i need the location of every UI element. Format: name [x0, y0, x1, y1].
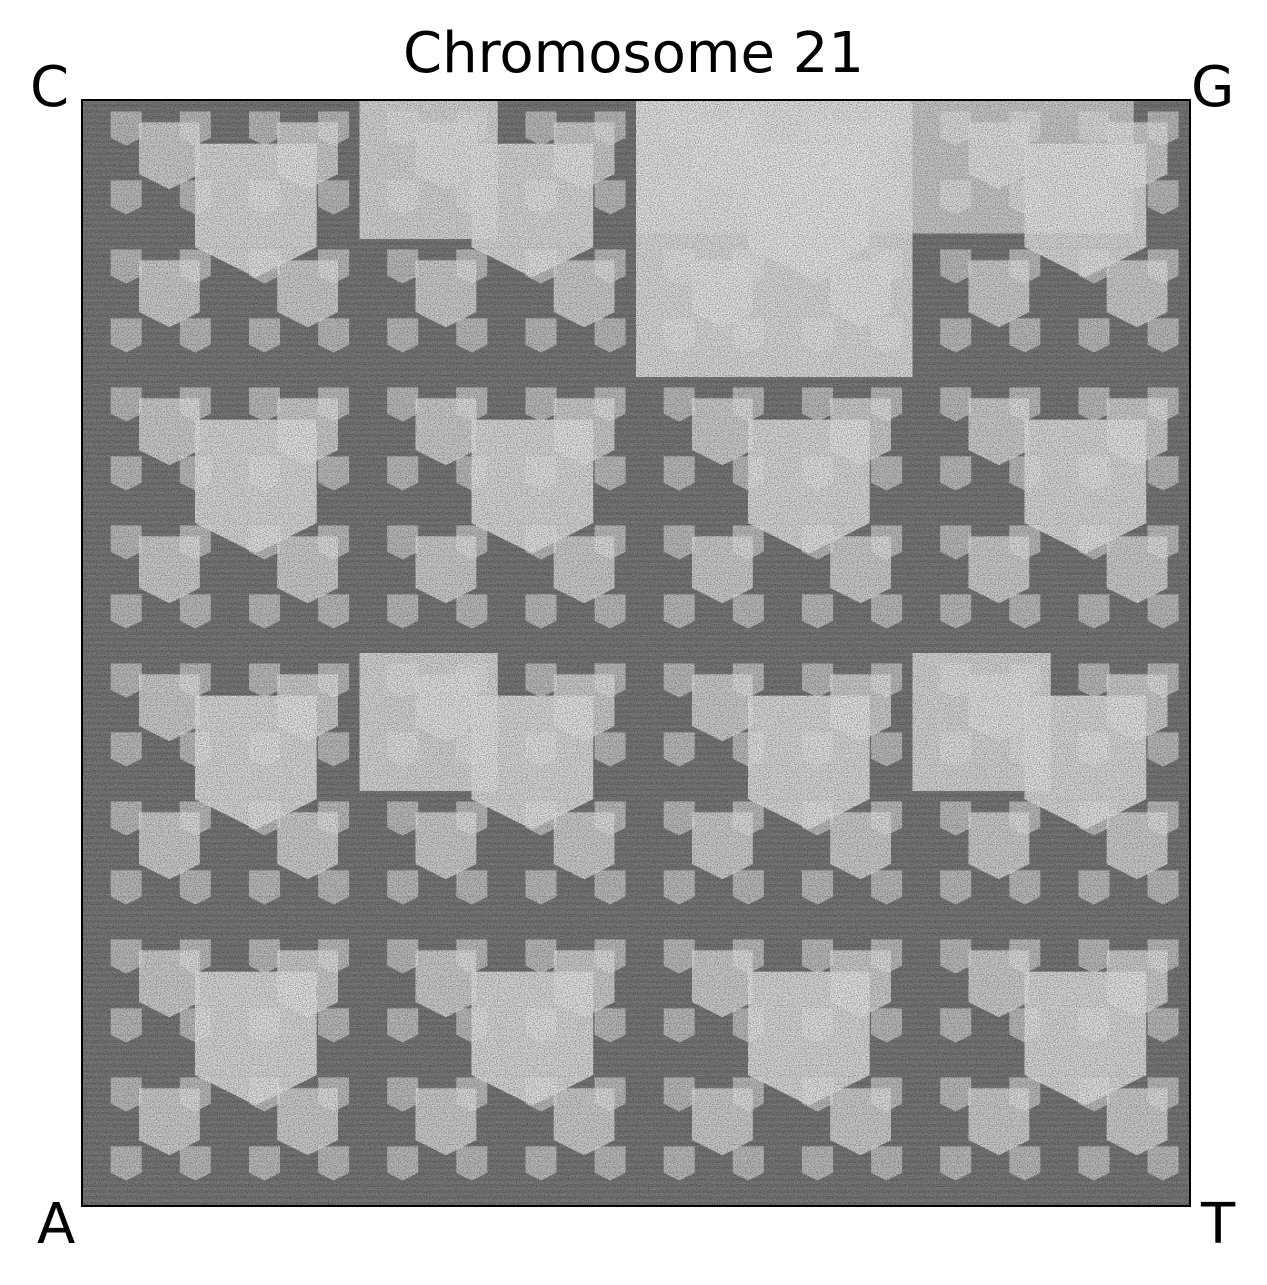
corner-label-t: T: [1201, 1192, 1236, 1257]
corner-label-g: G: [1191, 55, 1235, 120]
plot-area: [81, 99, 1191, 1207]
cgr-heatmap: [83, 101, 1189, 1205]
chart-title: Chromosome 21: [403, 21, 864, 86]
dark-noise-overlay: [83, 101, 1189, 1205]
corner-label-a: A: [37, 1192, 76, 1257]
corner-label-c: C: [30, 55, 70, 120]
